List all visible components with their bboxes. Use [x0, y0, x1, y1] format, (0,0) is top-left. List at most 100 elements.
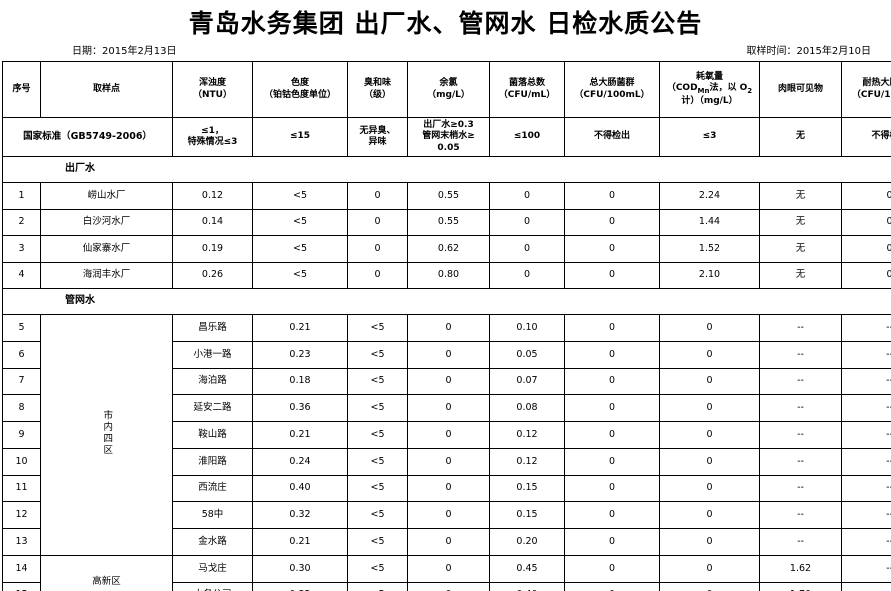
cell-color: <5	[347, 501, 408, 529]
standard-turbidity: ≤1， 特殊情况≤3	[172, 117, 253, 157]
cell-chlorine: 0.15	[489, 474, 565, 503]
cell-turbidity: 0.21	[252, 314, 348, 342]
standard-cod: ≤3	[659, 117, 760, 157]
cell-coliform: 0	[659, 367, 760, 396]
cell-cod: 2.10	[659, 261, 760, 289]
cell-site: 海泊路	[172, 367, 253, 396]
cell-idx: 9	[2, 421, 41, 449]
cell-chlorine: 0.07	[489, 367, 565, 396]
standard-thermo: 不得检出	[841, 117, 891, 157]
standard-name-cell: 国家标准（GB5749-2006）	[2, 117, 173, 157]
cell-cod: 1.62	[759, 554, 842, 583]
cell-color: <5	[252, 182, 348, 210]
cell-colony: 0	[564, 501, 660, 529]
cell-visible: --	[841, 314, 891, 342]
cell-odor: 0	[347, 182, 408, 210]
cell-thermo: 0	[841, 235, 891, 263]
cell-odor: 0	[407, 447, 490, 476]
national-standard-row: 国家标准（GB5749-2006） ≤1， 特殊情况≤3 ≤15 无异臭、 异味 出厂水≥0…	[2, 117, 891, 157]
cell-colony: 0	[564, 340, 660, 369]
cell-idx: 2	[2, 208, 41, 236]
cell-odor: 0	[407, 501, 490, 529]
cell-visible: --	[841, 421, 891, 449]
cell-coliform: 0	[659, 501, 760, 529]
cell-colony: 0	[564, 394, 660, 422]
cell-visible: --	[841, 394, 891, 422]
cell-colony: 0	[564, 554, 660, 583]
cell-idx: 13	[2, 528, 41, 556]
cell-turbidity: 0.19	[172, 235, 253, 263]
cell-cod: --	[759, 447, 842, 476]
cell-visible: 无	[759, 208, 842, 236]
cell-turbidity: 0.18	[252, 367, 348, 396]
cell-visible: 无	[759, 182, 842, 210]
cell-colony: 0	[564, 528, 660, 556]
table-wrapper: 序号 取样点 浑浊度 （NTU） 色度 （铂钴色度单位） 臭和味 （级） 余氯 （mg/L） 菌落总…	[0, 61, 891, 591]
cell-visible: --	[841, 447, 891, 476]
cell-chlorine: 0.12	[489, 447, 565, 476]
cell-colony: 0	[489, 261, 565, 289]
standard-colony: ≤100	[489, 117, 565, 157]
cell-turbidity: 0.30	[252, 554, 348, 583]
cell-turbidity: 0.26	[172, 261, 253, 289]
cell-cod: 1.44	[659, 208, 760, 236]
cell-colony: 0	[564, 421, 660, 449]
cell-color: <5	[347, 474, 408, 503]
cell-cod: --	[759, 421, 842, 449]
section-header-row: 出厂水	[2, 156, 891, 183]
cell-coliform: 0	[564, 261, 660, 289]
cell-visible: 无	[759, 235, 842, 263]
cell-visible: --	[841, 367, 891, 396]
cell-turbidity: 0.40	[252, 474, 348, 503]
cell-turbidity: 0.23	[252, 340, 348, 369]
cell-site: 水务公司	[172, 581, 253, 591]
cell-cod: 1.52	[659, 235, 760, 263]
section-header-row: 管网水	[2, 288, 891, 315]
cell-idx: 12	[2, 501, 41, 529]
cell-site: 崂山水厂	[40, 182, 173, 210]
cell-idx: 10	[2, 447, 41, 476]
cell-coliform: 0	[564, 182, 660, 210]
cell-odor: 0	[407, 554, 490, 583]
cell-color: <5	[252, 261, 348, 289]
cell-color: <5	[347, 581, 408, 591]
date-bar: 日期：2015年2月13日 取样时间：2015年2月10日	[0, 39, 891, 61]
cell-coliform: 0	[659, 528, 760, 556]
standard-coliform: 不得检出	[564, 117, 660, 157]
zone-cell-2: 高新区	[40, 554, 173, 591]
cell-cod: --	[759, 340, 842, 369]
cell-cod: --	[759, 314, 842, 342]
cell-visible: 无	[759, 261, 842, 289]
cell-site: 白沙河水厂	[40, 208, 173, 236]
column-header-thermo: 耐热大肠菌群（CFU/100mL）	[841, 61, 891, 118]
cell-site: 58中	[172, 501, 253, 529]
cell-cod: 2.24	[659, 182, 760, 210]
cell-odor: 0	[407, 394, 490, 422]
cell-visible: --	[841, 501, 891, 529]
section-label-1: 出厂水	[2, 156, 891, 183]
cell-coliform: 0	[659, 554, 760, 583]
cell-odor: 0	[407, 314, 490, 342]
cell-turbidity: 0.24	[252, 447, 348, 476]
column-header-idx: 序号	[2, 61, 41, 118]
standard-odor: 无异臭、 异味	[347, 117, 408, 157]
cell-chlorine: 0.80	[407, 261, 490, 289]
cell-turbidity: 0.12	[172, 182, 253, 210]
cell-odor: 0	[347, 208, 408, 236]
cell-turbidity: 0.14	[172, 208, 253, 236]
cell-coliform: 0	[659, 394, 760, 422]
cell-site: 鞍山路	[172, 421, 253, 449]
cell-colony: 0	[564, 314, 660, 342]
cell-thermo: 0	[841, 182, 891, 210]
cell-chlorine: 0.05	[489, 340, 565, 369]
cell-site: 马戈庄	[172, 554, 253, 583]
cell-cod: --	[759, 501, 842, 529]
standard-color: ≤15	[252, 117, 348, 157]
